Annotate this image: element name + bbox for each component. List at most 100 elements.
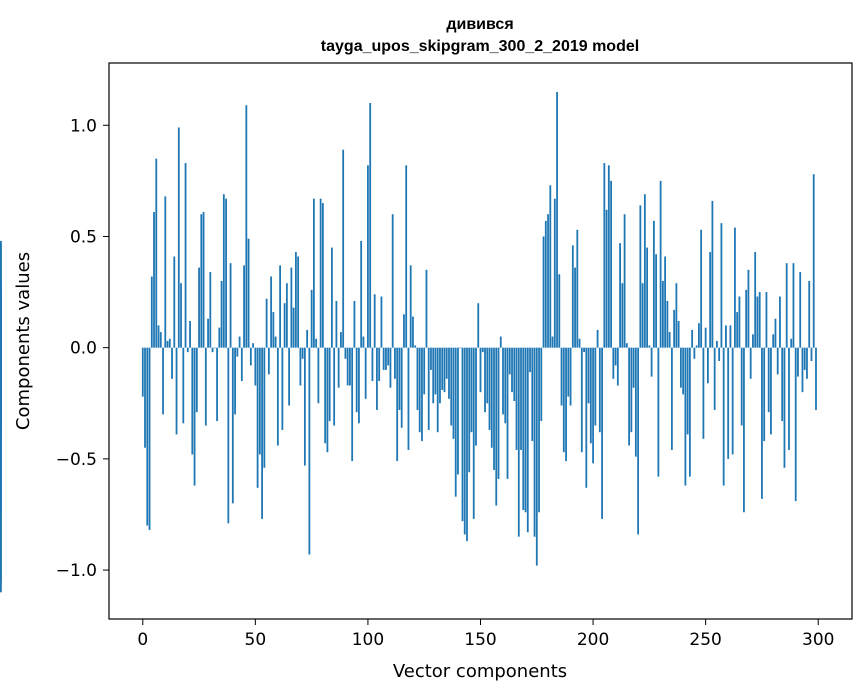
bar (355, 347, 358, 413)
bar (594, 347, 597, 426)
bar (466, 347, 468, 542)
bar (391, 214, 394, 348)
bar (729, 325, 732, 348)
bar (141, 347, 144, 397)
y-tick-label: 1.0 (70, 116, 97, 136)
bar (353, 300, 356, 348)
bar (607, 165, 610, 348)
bar (479, 347, 482, 393)
bar (799, 272, 802, 348)
x-axis-label: Vector components (393, 661, 567, 682)
y-tick-label: −0.5 (56, 450, 97, 470)
bar (0, 347, 2, 593)
bar (416, 347, 419, 410)
bar (292, 307, 295, 348)
bar (646, 247, 649, 348)
bar (752, 334, 754, 348)
bar (632, 347, 635, 388)
bar (540, 347, 543, 422)
bar (630, 347, 633, 433)
bar (452, 347, 455, 439)
bar (610, 180, 612, 348)
bar (477, 303, 480, 348)
bar (745, 289, 748, 348)
bar (425, 269, 428, 348)
bar (222, 194, 225, 348)
bar (520, 347, 522, 450)
bar (245, 105, 248, 348)
bar (553, 198, 556, 348)
bar (707, 347, 709, 384)
bar (385, 347, 387, 370)
bar (718, 347, 721, 362)
bar (177, 127, 180, 348)
bar (499, 336, 502, 348)
bar (461, 347, 464, 522)
bar (790, 338, 793, 348)
bar (281, 347, 284, 430)
bar (166, 341, 169, 348)
bar (670, 347, 673, 450)
bar (808, 280, 811, 348)
bar (740, 347, 743, 426)
bar (792, 263, 795, 348)
bar (285, 283, 288, 348)
bar (522, 347, 525, 511)
bar (695, 345, 698, 348)
bar (592, 347, 594, 464)
bar (578, 338, 581, 348)
bar (734, 227, 736, 348)
bar (688, 347, 691, 477)
bar (310, 289, 313, 348)
bar (272, 312, 275, 348)
bar (801, 347, 804, 393)
bar (727, 347, 730, 459)
bar (598, 347, 601, 433)
bar (326, 347, 329, 453)
bar (213, 347, 216, 349)
bar (650, 347, 653, 377)
bar (664, 256, 667, 348)
x-tick-label: 100 (352, 630, 384, 650)
bar (488, 347, 491, 430)
bar (551, 336, 554, 348)
bar (747, 269, 750, 348)
bar (209, 272, 212, 348)
bar (702, 347, 705, 439)
bar (434, 347, 437, 395)
bar (288, 347, 291, 406)
bar (396, 347, 399, 462)
bar (324, 347, 327, 444)
bar (294, 252, 297, 348)
bar (716, 341, 718, 348)
bar (679, 347, 682, 388)
bar (743, 347, 745, 513)
bar (781, 347, 784, 422)
bar (421, 347, 423, 442)
bar (144, 347, 146, 448)
bar (218, 327, 221, 348)
bar (148, 347, 151, 531)
bar (657, 347, 660, 477)
y-tick-label: 0.5 (70, 227, 97, 247)
bar (643, 194, 646, 348)
bar (180, 283, 182, 348)
bar (731, 347, 734, 455)
bar (481, 347, 484, 353)
bar (761, 347, 763, 499)
bar (0, 309, 2, 348)
bar (173, 256, 176, 348)
bar (547, 214, 549, 348)
bar (776, 347, 779, 375)
bar (344, 347, 347, 359)
bar (243, 265, 245, 348)
bar (538, 347, 540, 513)
bar (159, 332, 162, 348)
bar (767, 347, 770, 413)
bar (493, 347, 495, 470)
bar (661, 280, 664, 348)
bar (704, 327, 707, 348)
bar (682, 347, 685, 395)
bar (754, 252, 757, 348)
